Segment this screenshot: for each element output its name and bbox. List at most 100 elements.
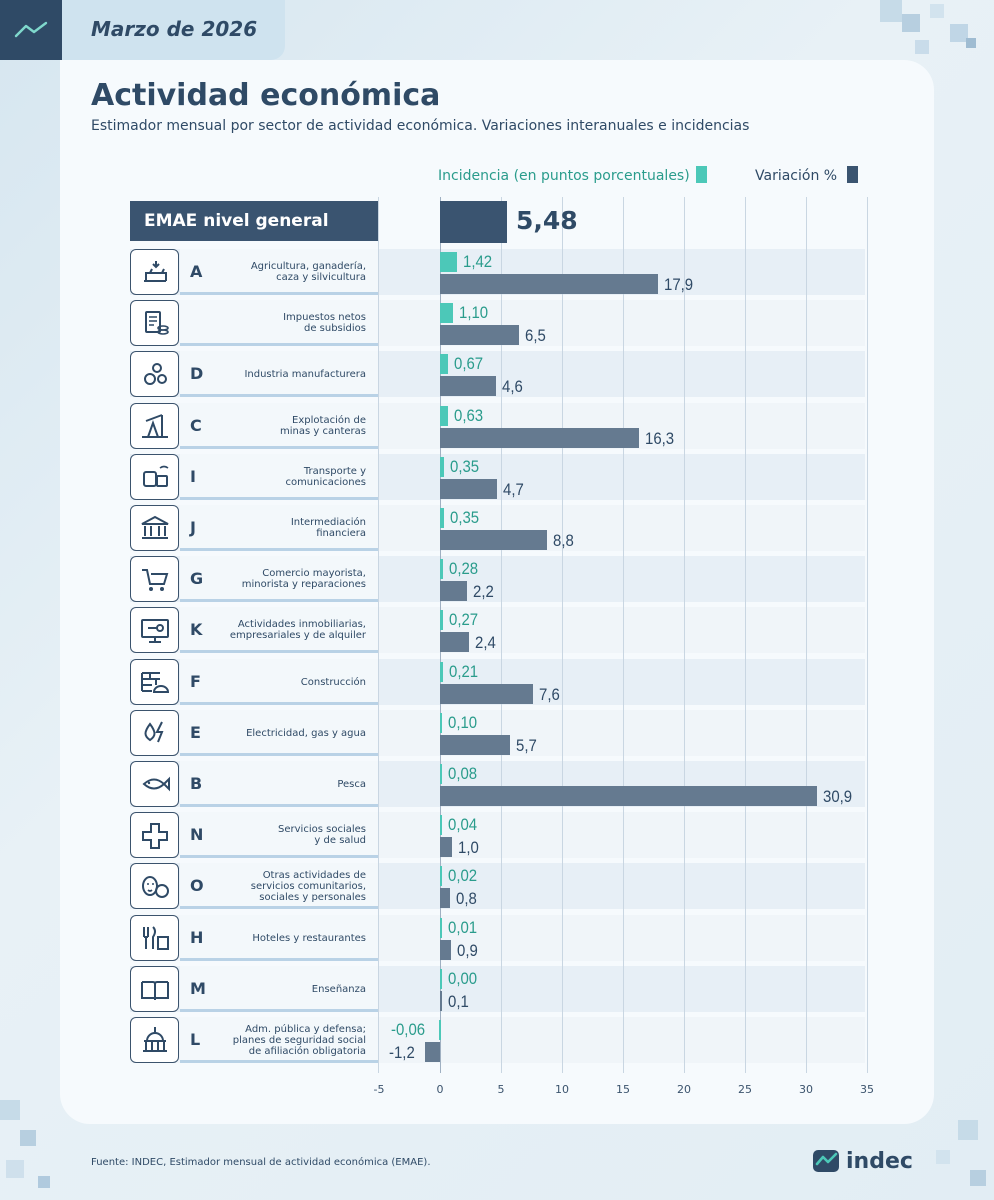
gridline — [378, 197, 379, 1073]
variacion-value-label: 8,8 — [553, 531, 575, 550]
incidencia-value-label: 0,02 — [448, 866, 478, 885]
variacion-bar — [440, 837, 453, 857]
variacion-value-label: -1,2 — [389, 1043, 416, 1062]
sector-name-text: Construcción — [300, 676, 366, 688]
variacion-value-label: 1,0 — [458, 838, 479, 857]
variacion-bar — [440, 888, 450, 908]
sector-name: Pesca — [212, 761, 366, 807]
x-tick-label: 0 — [436, 1083, 444, 1096]
variacion-bar — [440, 376, 497, 396]
variacion-bar — [440, 991, 442, 1011]
variacion-bar — [440, 684, 533, 704]
cart-icon — [130, 556, 179, 602]
incidencia-value-label: 0,28 — [449, 559, 479, 578]
sector-name: Electricidad, gas y agua — [212, 710, 366, 756]
sector-name: Comercio mayorista, minorista y reparaci… — [212, 556, 366, 602]
bank-icon — [130, 505, 179, 551]
sector-label-cell — [180, 556, 378, 602]
sector-label-cell — [180, 1017, 378, 1063]
cutlery-hotel-icon-glyph — [142, 926, 169, 950]
variacion-value-label: 30,9 — [822, 787, 853, 806]
x-tick-label: 10 — [555, 1083, 569, 1096]
sector-letter: I — [190, 467, 196, 486]
sector-name-text: Transporte y comunicaciones — [285, 466, 366, 488]
incidencia-value-label: 0,08 — [448, 764, 478, 783]
legend-variacion-swatch — [847, 166, 859, 183]
trend-line-icon — [0, 0, 62, 60]
sector-letter: O — [190, 876, 204, 895]
variacion-bar — [440, 940, 451, 960]
variacion-bar — [440, 632, 470, 652]
incidencia-bar — [440, 866, 442, 886]
indec-logo-text: indec — [846, 1148, 913, 1174]
sector-letter: M — [190, 979, 206, 998]
incidencia-bar — [440, 662, 443, 682]
sector-name: Industria manufacturera — [212, 351, 366, 397]
gridline — [684, 197, 685, 1073]
sector-name-text: Hoteles y restaurantes — [252, 932, 366, 944]
report-date: Marzo de 2026 — [91, 17, 258, 41]
sector-name-text: Enseñanza — [311, 983, 366, 995]
incidencia-value-label: 0,04 — [448, 815, 478, 834]
variacion-value-label: 17,9 — [664, 275, 694, 294]
sector-name: Agricultura, ganadería, caza y silvicult… — [212, 249, 366, 295]
sector-name: Hoteles y restaurantes — [212, 915, 366, 961]
utilities-icon-glyph — [144, 721, 163, 743]
legend-variacion-label: Variación % — [755, 168, 838, 184]
capitol-icon-glyph — [142, 1027, 167, 1052]
sector-label-cell — [180, 249, 378, 295]
sector-name: Explotación de minas y canteras — [212, 403, 366, 449]
variacion-value-label: 0,9 — [456, 941, 478, 960]
gridline — [867, 197, 868, 1073]
incidencia-bar — [440, 559, 444, 579]
legend-variacion: Variación % — [755, 166, 859, 184]
incidencia-bar — [440, 918, 442, 938]
variacion-bar — [440, 428, 639, 448]
source-note: Fuente: INDEC, Estimador mensual de acti… — [91, 1157, 431, 1168]
masks-ball-icon — [130, 863, 179, 909]
sector-label-cell — [180, 505, 378, 551]
sector-letter — [190, 300, 210, 346]
taxes-icon-glyph — [144, 311, 169, 335]
health-cross-icon-glyph — [141, 823, 168, 849]
gears-icon — [130, 351, 179, 397]
variacion-bar — [440, 530, 548, 550]
sector-name-text: Comercio mayorista, minorista y reparaci… — [241, 568, 366, 590]
sector-letter: N — [190, 825, 204, 844]
sector-label-cell — [180, 607, 378, 653]
x-tick-label: 25 — [738, 1083, 752, 1096]
sector-name-text: Servicios sociales y de salud — [278, 824, 366, 846]
incidencia-value-label: 0,67 — [454, 354, 484, 373]
sector-letter: E — [190, 723, 201, 742]
sector-name-text: Pesca — [337, 778, 366, 790]
incidencia-value-label: 1,42 — [463, 252, 493, 271]
sector-name: Adm. pública y defensa; planes de seguri… — [212, 1017, 366, 1063]
incidencia-bar — [440, 508, 445, 528]
x-tick-label: -5 — [373, 1083, 385, 1096]
masks-ball-icon-glyph — [141, 876, 169, 898]
sector-name-text: Explotación de minas y canteras — [280, 415, 366, 437]
oil-pump-icon — [130, 403, 179, 449]
sector-name: Enseñanza — [212, 966, 366, 1012]
sector-name-text: Industria manufacturera — [244, 368, 366, 380]
sector-label-cell — [180, 659, 378, 705]
page-subtitle: Estimador mensual por sector de activida… — [91, 118, 750, 134]
incidencia-value-label: 0,21 — [448, 662, 478, 681]
variacion-bar — [440, 735, 510, 755]
variacion-bar — [440, 479, 498, 499]
emae-label: EMAE nivel general — [130, 201, 378, 241]
sector-letter: A — [190, 262, 203, 281]
variacion-bar — [425, 1042, 440, 1062]
sector-label-cell — [180, 300, 378, 346]
capitol-icon — [130, 1017, 179, 1063]
sector-name-text: Impuestos netos de subsidios — [283, 312, 366, 334]
incidencia-bar — [440, 252, 458, 272]
incidencia-bar — [440, 713, 442, 733]
sector-name: Servicios sociales y de salud — [212, 812, 366, 858]
sector-label-cell — [180, 454, 378, 500]
sector-name-text: Intermediación financiera — [290, 517, 366, 539]
sector-name: Construcción — [212, 659, 366, 705]
oil-pump-icon-glyph — [141, 414, 168, 438]
incidencia-value-label: 0,35 — [450, 457, 480, 476]
sector-letter: G — [190, 569, 204, 588]
